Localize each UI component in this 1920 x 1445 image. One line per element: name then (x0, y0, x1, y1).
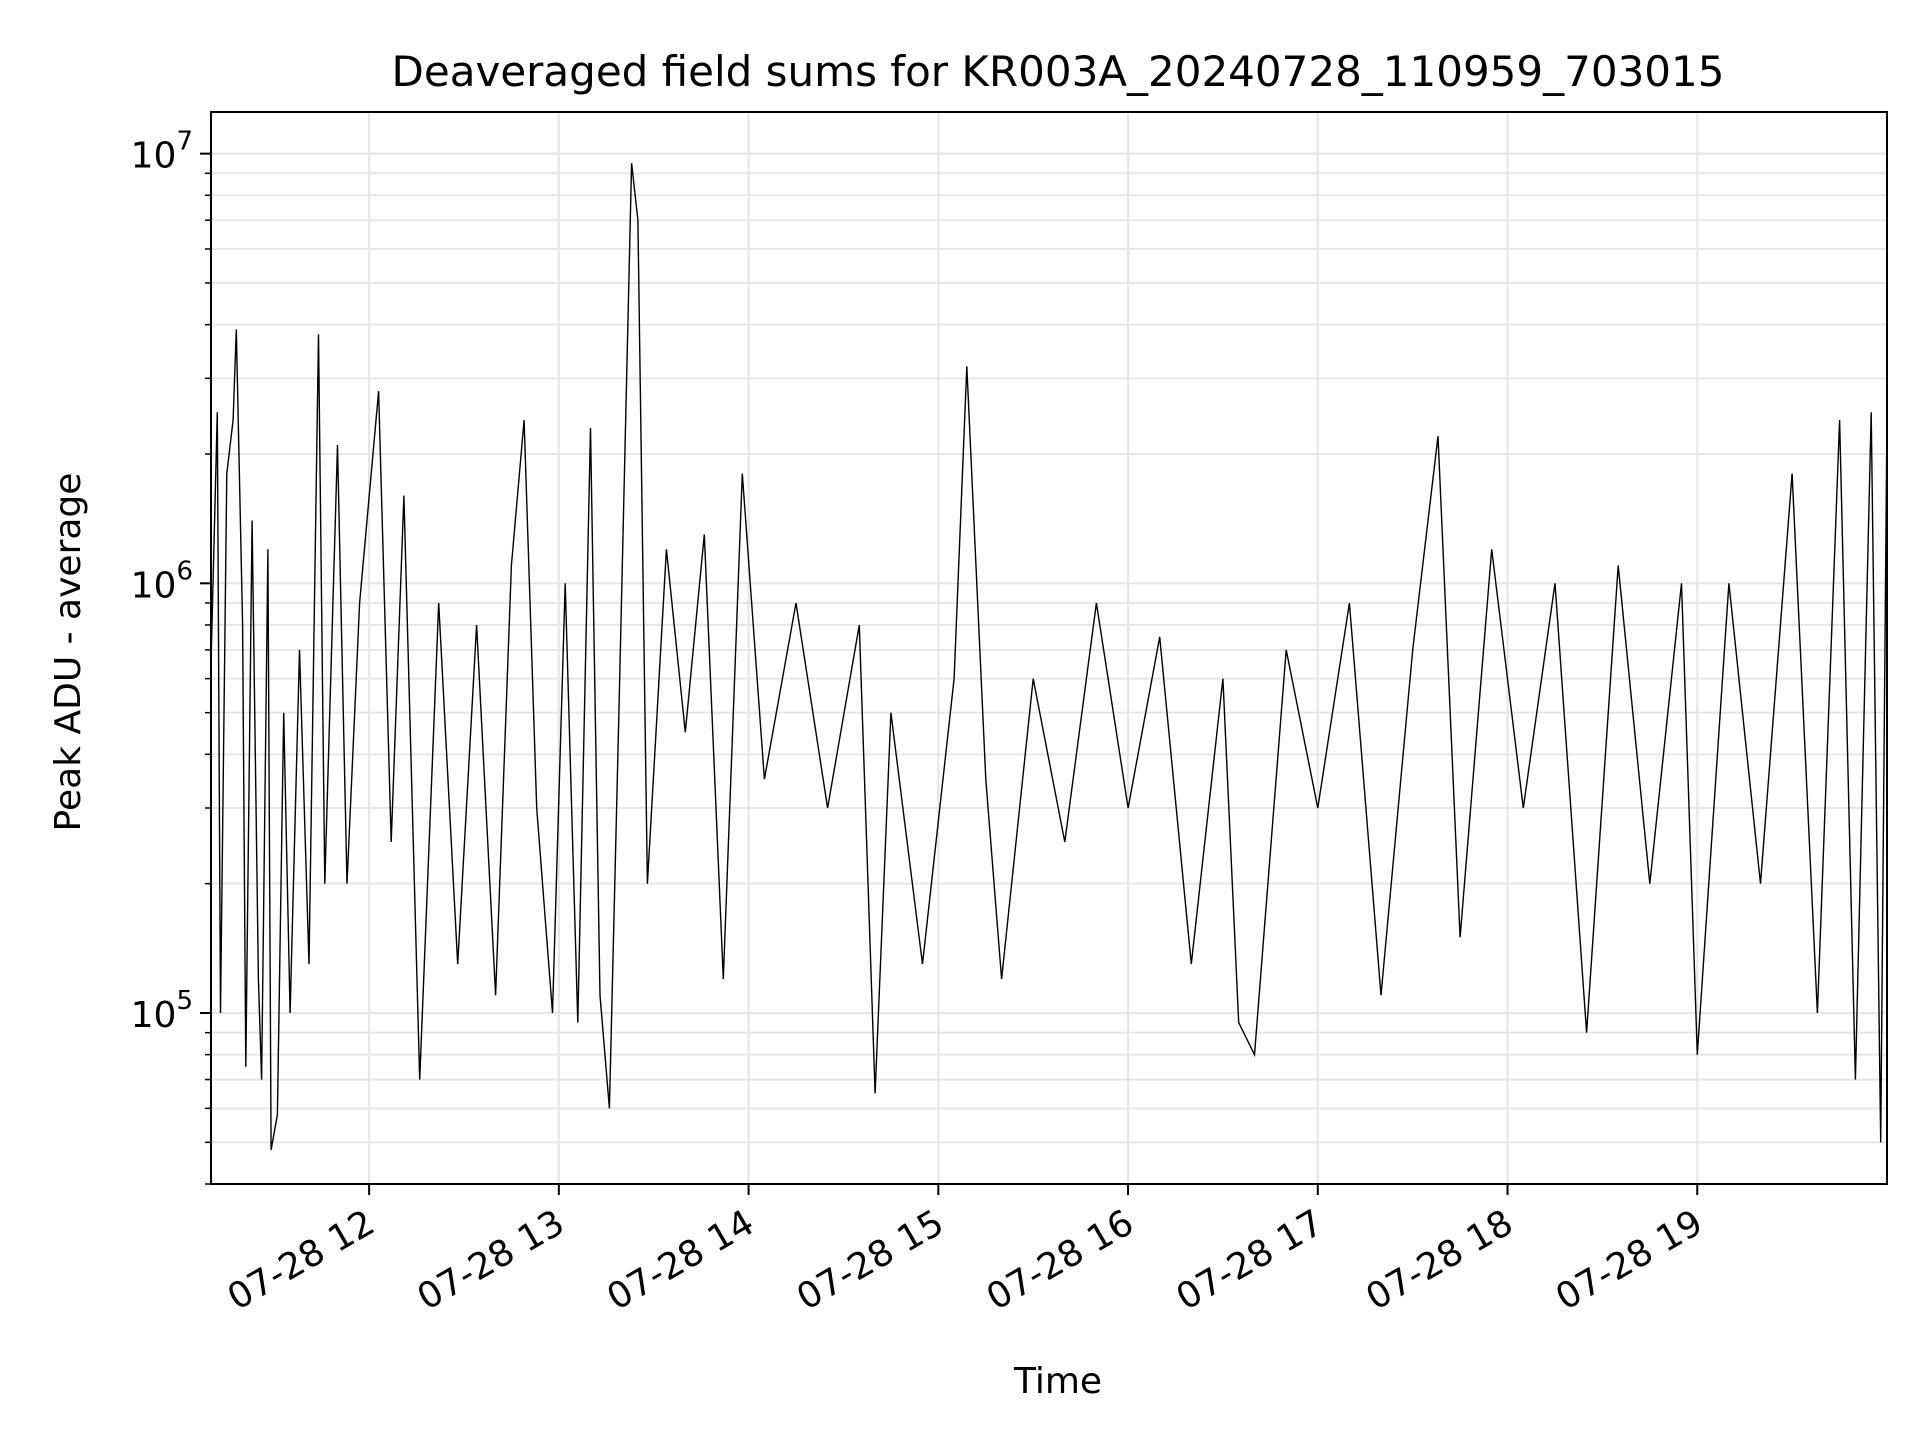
series-line (210, 163, 1888, 1151)
y-tick-label: 105 (131, 986, 193, 1036)
major-gridlines (211, 112, 1887, 1184)
series-layer (210, 163, 1888, 1151)
y-axis-label: Peak ADU - average (48, 473, 89, 832)
plot-frame (210, 111, 1888, 1185)
y-axis: 105 106 107 (131, 127, 211, 1185)
chart-title: Deaveraged field sums for KR003A_2024072… (392, 47, 1725, 96)
y-tick-label: 106 (131, 556, 193, 606)
y-tick-label: 107 (131, 127, 193, 177)
minor-gridlines (211, 172, 1887, 1185)
x-axis-label: Time (1013, 1361, 1102, 1402)
